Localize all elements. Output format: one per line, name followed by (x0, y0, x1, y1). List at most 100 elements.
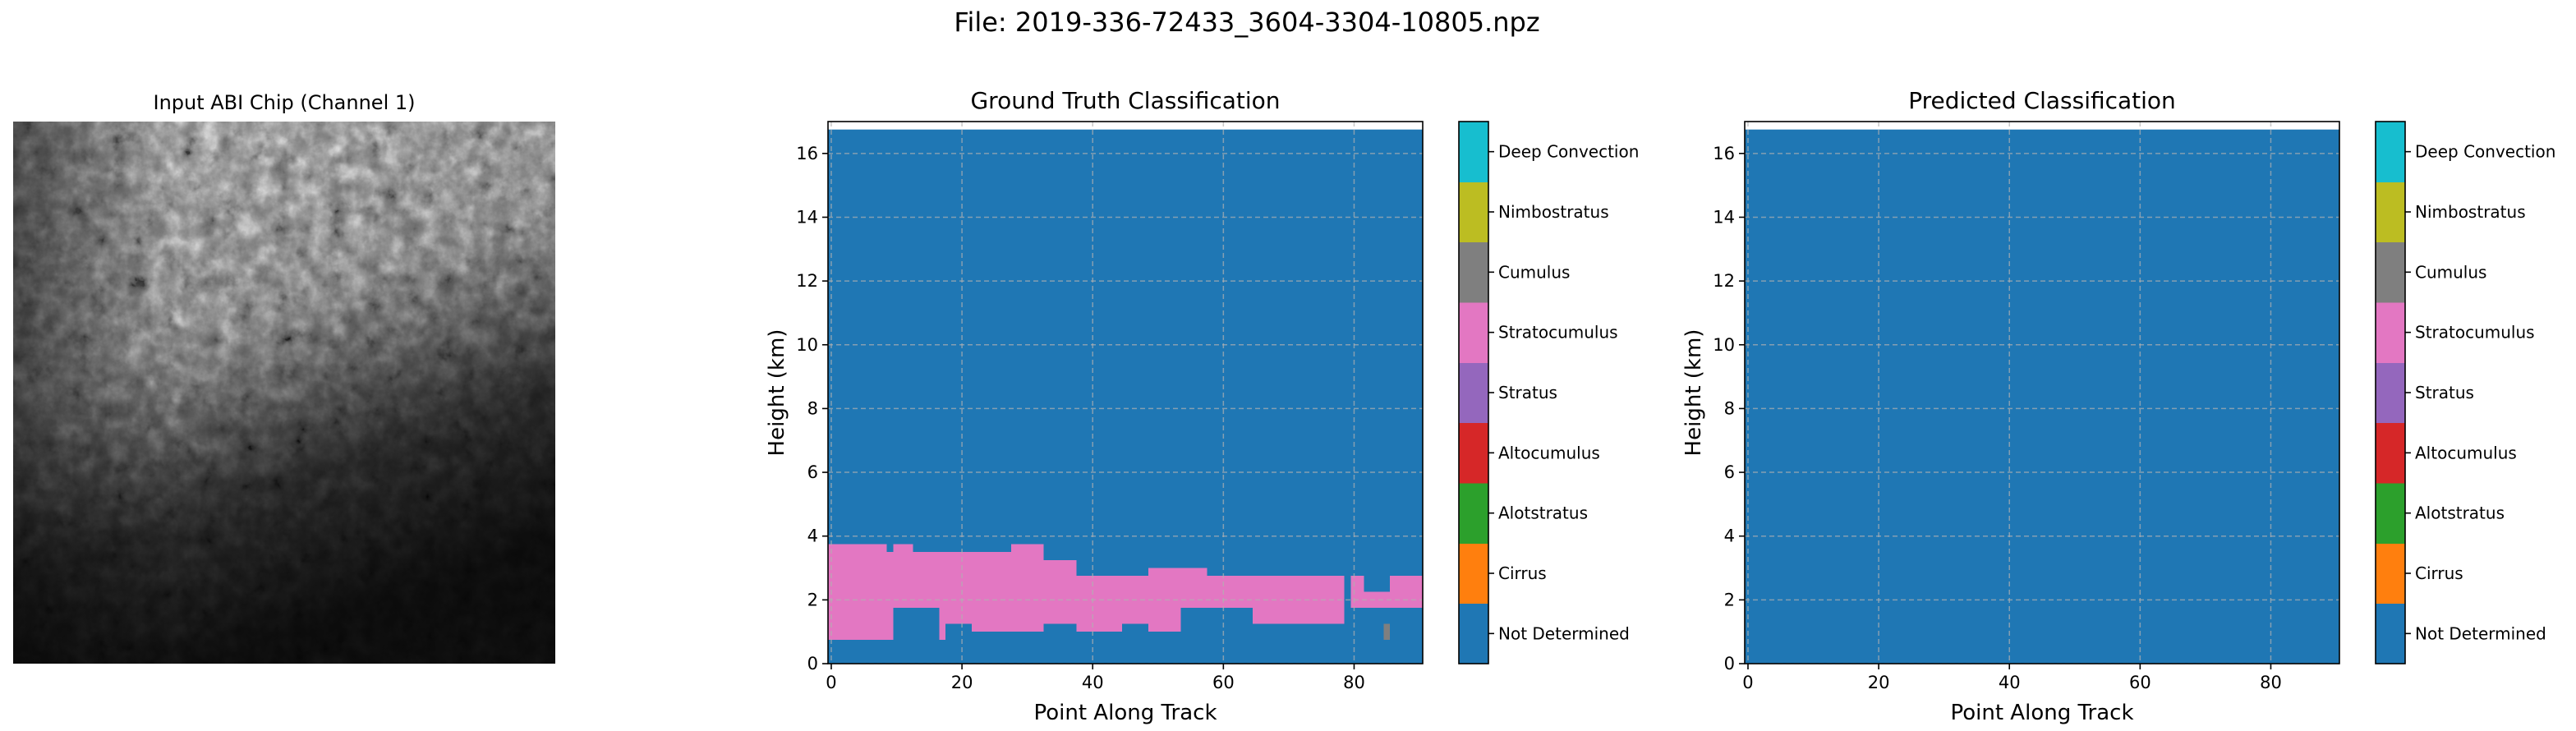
heatmap-cell (939, 552, 946, 640)
colorbar-label: Cumulus (2415, 262, 2486, 282)
colorbar-label: Cumulus (1498, 262, 1570, 282)
heatmap-cell (1207, 576, 1254, 609)
y-tick-label: 0 (807, 654, 818, 674)
figure-title: File: 2019-336-72433_3604-3304-10805.npz (954, 7, 1539, 38)
x-tick-label: 0 (826, 673, 836, 692)
colorbar-label: Stratocumulus (2415, 323, 2535, 343)
heatmap-cell (945, 552, 973, 624)
colorbar-segment (2376, 362, 2405, 424)
y-tick-label: 14 (1713, 207, 1735, 227)
y-tick-label: 12 (1713, 271, 1735, 291)
y-tick-label: 8 (1724, 398, 1735, 418)
ground-truth-panel: 0 20 40 60 80 0 2 4 6 8 10 12 14 16 Ground Truth Class… (765, 87, 1639, 725)
y-tick-label: 12 (796, 271, 818, 291)
colorbar-segment (2376, 603, 2405, 664)
colorbar-label: Alotstratus (1498, 503, 1588, 523)
colorbar-label: Not Determined (2415, 623, 2546, 643)
heatmap-cell (1043, 559, 1077, 624)
heatmap-cell (1350, 576, 1364, 609)
heatmap-cell (1364, 591, 1391, 609)
y-tick-label: 16 (796, 144, 818, 163)
x-axis-label: Point Along Track (1950, 701, 2133, 725)
x-tick-label: 40 (1082, 673, 1104, 692)
colorbar-segment (2376, 182, 2405, 243)
colorbar-segment (1459, 241, 1488, 303)
colorbar-segment (1459, 302, 1488, 363)
y-tick-label: 8 (807, 398, 818, 418)
abi-image-title: Input ABI Chip (Channel 1) (153, 91, 415, 114)
colorbar-segment (2376, 122, 2405, 182)
colorbar-segment (1459, 362, 1488, 424)
grid (1745, 122, 2339, 664)
colorbar-segment (1459, 603, 1488, 664)
x-tick-label: 80 (2260, 673, 2282, 692)
colorbar-segment (2376, 241, 2405, 303)
y-axis-label: Height (km) (765, 329, 789, 457)
grid (828, 122, 1423, 664)
colorbar-segment (2376, 543, 2405, 605)
x-tick-label: 60 (2129, 673, 2151, 692)
colorbar-segment (1459, 182, 1488, 243)
y-tick-label: 10 (1713, 335, 1735, 355)
heatmap-cell (1076, 576, 1123, 632)
y-axis-label: Height (km) (1681, 329, 1706, 457)
plot-frame (827, 121, 1424, 664)
colorbar-segment (2376, 483, 2405, 544)
plot-frame (1744, 121, 2340, 664)
heatmap-cell (1010, 544, 1044, 632)
colorbar-label: Nimbostratus (1498, 202, 1609, 222)
heatmap-cell (913, 552, 940, 609)
y-tick-label: 2 (1724, 590, 1735, 609)
colorbar-frame (2375, 121, 2406, 664)
colorbar-label: Stratus (2415, 383, 2474, 402)
colorbar-label: Altocumulus (1498, 443, 1600, 462)
colorbar-segment (1459, 543, 1488, 605)
x-axis-label: Point Along Track (1033, 701, 1217, 725)
colorbar: Not Determined Cirrus Alotstratus Altocumul… (1458, 121, 1639, 664)
abi-chip-image (13, 122, 555, 664)
colorbar-label: Deep Convection (2415, 142, 2555, 162)
y-tick-label: 0 (1724, 654, 1735, 674)
y-tick-label: 6 (807, 462, 818, 482)
colorbar-label: Nimbostratus (2415, 202, 2526, 222)
heatmap-cell (1180, 568, 1208, 609)
colorbar-segment (1459, 122, 1488, 182)
heatmap-cell (972, 552, 1011, 632)
y-tick-label: 10 (796, 335, 818, 355)
colorbar-label: Altocumulus (2415, 443, 2517, 462)
predicted-panel: 0 20 40 60 80 0 2 4 6 8 10 12 14 16 Predicted Classifi… (1681, 87, 2555, 725)
chart-title: Ground Truth Classification (970, 87, 1280, 114)
heatmap-background (1745, 129, 2339, 664)
colorbar-label: Cirrus (1498, 563, 1547, 583)
colorbar-label: Stratus (1498, 383, 1557, 402)
y-tick-label: 14 (796, 207, 818, 227)
y-tick-label: 4 (1724, 526, 1735, 546)
x-tick-label: 20 (951, 673, 973, 692)
chart-title: Predicted Classification (1908, 87, 2176, 114)
heatmap-cell (828, 544, 887, 640)
colorbar-label: Cirrus (2415, 563, 2463, 583)
colorbar-label: Alotstratus (2415, 503, 2505, 523)
colorbar-segment (1459, 422, 1488, 484)
colorbar-segment (2376, 422, 2405, 484)
x-tick-label: 40 (1999, 673, 2021, 692)
heatmap-cell (1383, 623, 1391, 640)
colorbar-label: Stratocumulus (1498, 323, 1618, 343)
abi-image-panel: Input ABI Chip (Channel 1) (13, 91, 555, 664)
colorbar-label: Not Determined (1498, 623, 1630, 643)
x-tick-label: 0 (1742, 673, 1753, 692)
heatmap-cell (893, 544, 913, 609)
colorbar-segment (1459, 483, 1488, 544)
y-tick-label: 2 (807, 590, 818, 609)
x-tick-label: 60 (1212, 673, 1235, 692)
heatmap-cell (886, 552, 894, 640)
y-tick-label: 16 (1713, 144, 1735, 163)
x-tick-label: 20 (1868, 673, 1890, 692)
y-tick-label: 6 (1724, 462, 1735, 482)
heatmap-cell (1390, 576, 1423, 609)
colorbar-segment (2376, 302, 2405, 363)
colorbar-label: Deep Convection (1498, 142, 1639, 162)
y-tick-label: 4 (807, 526, 818, 546)
colorbar: Not Determined Cirrus Alotstratus Altocumul… (2375, 121, 2555, 664)
